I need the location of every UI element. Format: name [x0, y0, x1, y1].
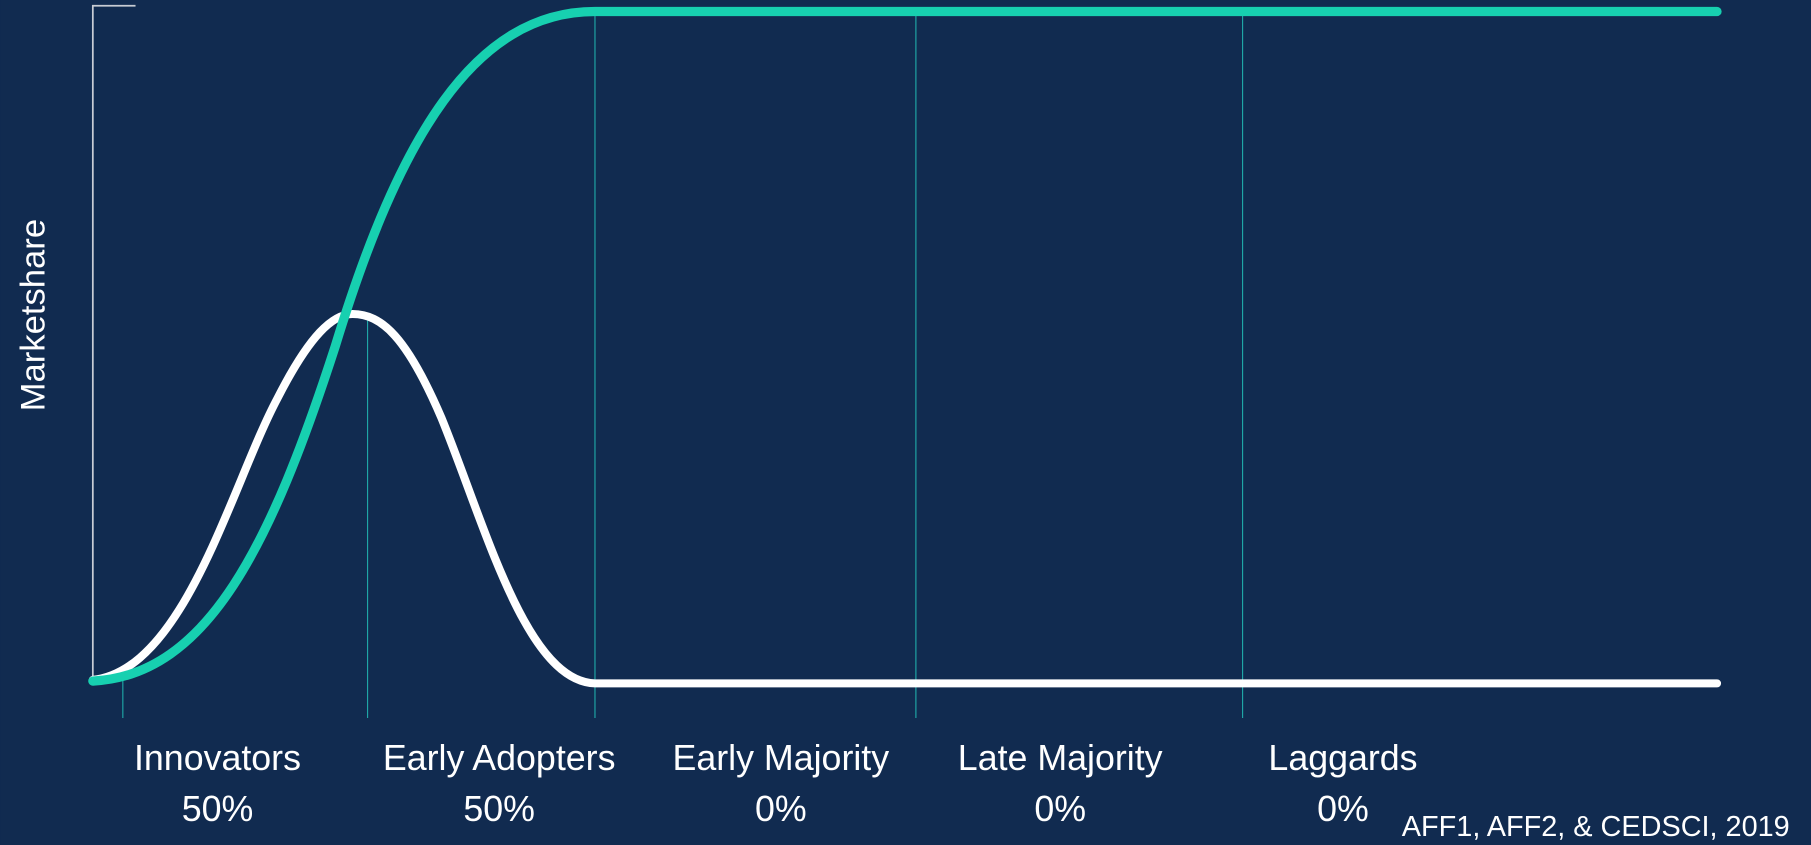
divider-lines [122, 11, 1244, 719]
segment-name: Laggards [1268, 738, 1417, 778]
segment-name: Early Adopters [383, 738, 616, 778]
segment-share: 0% [1034, 789, 1086, 829]
y-axis [91, 4, 136, 682]
segment-name: Early Majority [673, 738, 890, 778]
segment-name: Late Majority [958, 738, 1163, 778]
segment-share: 0% [1317, 789, 1369, 829]
segment-name: Innovators [134, 738, 301, 778]
segment-share: 50% [463, 789, 535, 829]
axis-label: Marketshare [14, 219, 52, 411]
source: AFF1, AFF2, & CEDSCI, 2019 [1402, 811, 1790, 843]
s-curve [88, 6, 1722, 686]
segment-share: 0% [755, 789, 807, 829]
segment-share: 50% [182, 789, 254, 829]
segment-labels: Innovators 50% Early Adopters 50% Early Majo… [134, 738, 1418, 829]
bell-curve [88, 309, 1722, 688]
